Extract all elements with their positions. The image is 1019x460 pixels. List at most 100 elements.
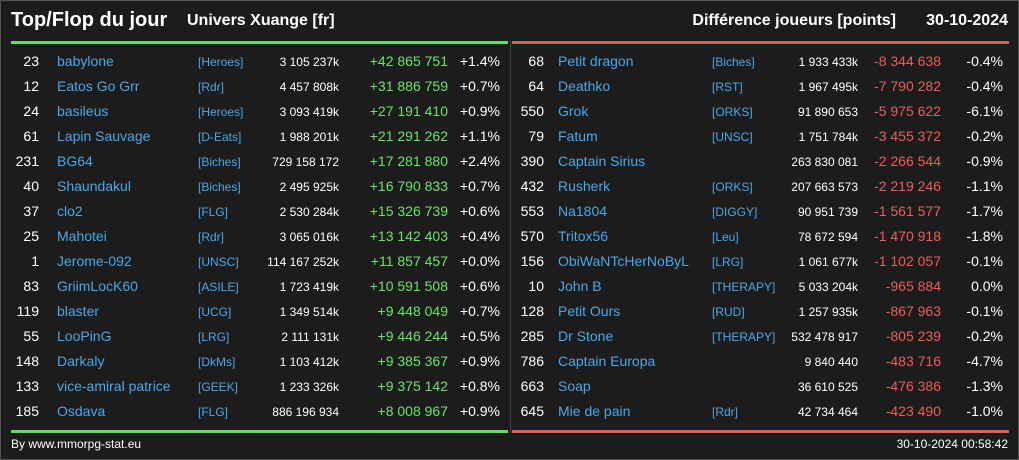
percent-cell: +0.7%: [459, 78, 500, 94]
player-name-link[interactable]: Captain Sirius: [558, 153, 646, 169]
percent-cell: -0.1%: [966, 303, 1003, 319]
guild-link[interactable]: [Rdr]: [198, 80, 225, 94]
guild-link[interactable]: [Heroes]: [198, 105, 244, 119]
player-name-link[interactable]: basileus: [57, 103, 109, 119]
guild-link[interactable]: [THERAPY]: [712, 280, 776, 294]
player-name-link[interactable]: babylone: [57, 53, 114, 69]
player-name-link[interactable]: Fatum: [558, 128, 598, 144]
guild-link[interactable]: [D-Eats]: [198, 130, 242, 144]
guild-link[interactable]: [Rdr]: [712, 405, 739, 419]
guild-link[interactable]: [FLG]: [198, 205, 229, 219]
guild-link[interactable]: [ASILE]: [198, 280, 239, 294]
guild-link[interactable]: [GEEK]: [198, 380, 239, 394]
guild-link[interactable]: [THERAPY]: [712, 330, 776, 344]
player-name-link[interactable]: LooPinG: [57, 328, 112, 344]
guild-link[interactable]: [DIGGY]: [712, 205, 758, 219]
table-row: 40 Shaundakul [Biches] 2 495 925k +16 790 83…: [11, 174, 508, 199]
percent-cell: +1.4%: [459, 53, 500, 69]
guild-link[interactable]: [ORKS]: [712, 105, 753, 119]
diff-cell: +16 790 833: [369, 178, 448, 194]
table-row: 185 Osdava [FLG] 886 196 934 +8 008 967 +0.9%: [11, 399, 508, 424]
player-name-link[interactable]: Grok: [558, 103, 589, 119]
player-name-link[interactable]: Mahotei: [57, 228, 107, 244]
diff-cell: -476 386: [885, 378, 941, 394]
percent-cell: +1.1%: [459, 128, 500, 144]
rank-cell: 10: [528, 278, 544, 294]
source-credit: By www.mmorpg-stat.eu: [11, 437, 142, 451]
guild-link[interactable]: [LRG]: [712, 255, 744, 269]
percent-cell: +0.7%: [459, 178, 500, 194]
rank-cell: 663: [520, 378, 544, 394]
player-name-link[interactable]: Lapin Sauvage: [57, 128, 151, 144]
guild-link[interactable]: [Leu]: [712, 230, 739, 244]
percent-cell: -0.9%: [966, 153, 1003, 169]
table-row: 133 vice-amiral patrice [GEEK] 1 233 326k +9…: [11, 374, 508, 399]
rank-cell: 156: [520, 253, 544, 269]
guild-link[interactable]: [Rdr]: [198, 230, 225, 244]
player-name-link[interactable]: John B: [558, 278, 602, 294]
table-row: 285 Dr Stone [THERAPY] 532 478 917 -805 239 -…: [512, 324, 1009, 349]
percent-cell: +0.9%: [459, 103, 500, 119]
score-cell: 1 349 514k: [279, 305, 339, 319]
player-name-link[interactable]: BG64: [57, 153, 93, 169]
table-row: 23 babylone [Heroes] 3 105 237k +42 865 751 +…: [11, 49, 508, 74]
player-name-link[interactable]: Deathko: [558, 78, 611, 94]
percent-cell: +0.9%: [459, 353, 500, 369]
player-name-link[interactable]: Dr Stone: [558, 328, 614, 344]
guild-link[interactable]: [UNSC]: [198, 255, 239, 269]
player-name-link[interactable]: Tritox56: [558, 228, 609, 244]
guild-link[interactable]: [RST]: [712, 80, 743, 94]
player-name-link[interactable]: GriimLocK60: [57, 278, 138, 294]
table-row: 148 Darkaly [DkMs] 1 103 412k +9 385 367 +0.9…: [11, 349, 508, 374]
percent-cell: -6.1%: [966, 103, 1003, 119]
score-cell: 90 951 739: [797, 205, 858, 219]
player-name-link[interactable]: Petit Ours: [558, 303, 621, 319]
player-name-link[interactable]: vice-amiral patrice: [57, 378, 171, 394]
diff-cell: -1 470 918: [874, 228, 941, 244]
table-row: 128 Petit Ours [RUD] 1 257 935k -867 963 -0.1…: [512, 299, 1009, 324]
percent-cell: -0.1%: [966, 253, 1003, 269]
diff-cell: -867 963: [885, 303, 941, 319]
guild-link[interactable]: [LRG]: [198, 330, 230, 344]
guild-link[interactable]: [Biches]: [712, 55, 755, 69]
guild-link[interactable]: [RUD]: [712, 305, 745, 319]
player-name-link[interactable]: ObiWaNTcHerNoByL: [558, 253, 689, 269]
top-panel-bottom-bar: [11, 430, 508, 433]
score-cell: 1 233 326k: [279, 380, 339, 394]
guild-link[interactable]: [UNSC]: [712, 130, 753, 144]
player-name-link[interactable]: Darkaly: [57, 353, 105, 369]
score-cell: 1 967 495k: [798, 80, 858, 94]
player-name-link[interactable]: Petit dragon: [558, 53, 634, 69]
diff-cell: +9 446 244: [377, 328, 448, 344]
player-name-link[interactable]: Osdava: [57, 403, 106, 419]
player-name-link[interactable]: Soap: [558, 378, 591, 394]
player-name-link[interactable]: clo2: [57, 203, 83, 219]
player-name-link[interactable]: Jerome-092: [57, 253, 132, 269]
score-cell: 1 103 412k: [279, 355, 339, 369]
player-name-link[interactable]: Shaundakul: [57, 178, 131, 194]
guild-link[interactable]: [DkMs]: [198, 355, 236, 369]
diff-cell: -483 716: [885, 353, 941, 369]
player-name-link[interactable]: Rusherk: [558, 178, 611, 194]
guild-link[interactable]: [Heroes]: [198, 55, 244, 69]
player-name-link[interactable]: Eatos Go Grr: [57, 78, 140, 94]
player-name-link[interactable]: blaster: [57, 303, 100, 319]
player-name-link[interactable]: Mie de pain: [558, 403, 631, 419]
percent-cell: +2.4%: [459, 153, 500, 169]
table-row: 79 Fatum [UNSC] 1 751 784k -3 455 372 -0.2%: [512, 124, 1009, 149]
player-name-link[interactable]: Na1804: [558, 203, 608, 219]
guild-link[interactable]: [ORKS]: [712, 180, 753, 194]
flop-panel-bottom-bar: [512, 430, 1009, 433]
diff-cell: +8 008 967: [377, 403, 448, 419]
table-row: 12 Eatos Go Grr [Rdr] 4 457 808k +31 886 759…: [11, 74, 508, 99]
diff-cell: +13 142 403: [369, 228, 448, 244]
rank-cell: 285: [520, 328, 544, 344]
rank-cell: 23: [23, 53, 39, 69]
diff-cell: +9 375 142: [377, 378, 448, 394]
player-name-link[interactable]: Captain Europa: [558, 353, 656, 369]
rank-cell: 64: [528, 78, 544, 94]
guild-link[interactable]: [UCG]: [198, 305, 232, 319]
guild-link[interactable]: [Biches]: [198, 155, 241, 169]
guild-link[interactable]: [Biches]: [198, 180, 241, 194]
guild-link[interactable]: [FLG]: [198, 405, 229, 419]
